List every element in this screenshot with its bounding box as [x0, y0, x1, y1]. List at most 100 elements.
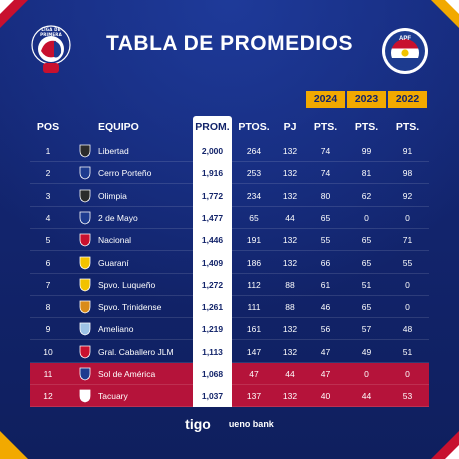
- pts-2022-cell: 0: [405, 212, 410, 223]
- pts-2023-cell: 0: [364, 212, 369, 223]
- row-divider: [30, 339, 429, 341]
- average-cell: 1,068: [193, 363, 232, 385]
- average-cell: 1,772: [201, 190, 224, 201]
- liga-logo: LIGA DE PRIMERA: [30, 23, 72, 81]
- pts-2024-cell: 61: [320, 279, 331, 290]
- table-row: 9 Ameliano 1,219 161 132 56 57 48: [30, 318, 429, 341]
- team-crest-icon: [78, 278, 92, 292]
- year-2022: 2022: [388, 91, 427, 108]
- played-cell: 44: [285, 369, 295, 379]
- table-row: 7 Spvo. Luqueño 1,272 112 88 61 51 0: [30, 274, 429, 296]
- average-column-highlight: [193, 116, 232, 386]
- pts-2022-cell: 91: [402, 146, 413, 156]
- row-divider: [30, 317, 429, 319]
- points-cell: 234: [246, 190, 262, 201]
- team-name: Gral. Caballero JLM: [98, 346, 174, 357]
- row-divider: [30, 161, 429, 162]
- played-cell: 132: [282, 235, 298, 246]
- average-cell: 1,409: [201, 257, 224, 268]
- pts-2022-cell: 98: [402, 168, 413, 179]
- pts-2022-cell: 55: [402, 257, 413, 268]
- corner-decoration-bottom-left: [0, 431, 28, 459]
- team-name: Spvo. Trinidense: [98, 302, 162, 313]
- table-row: 5 Nacional 1,446 191 132 55 65 71: [30, 229, 429, 252]
- corner-decoration-top-right-inner: [445, 0, 459, 14]
- pts-2022-cell: 0: [405, 369, 410, 379]
- team-name: Spvo. Luqueño: [98, 279, 156, 290]
- played-cell: 88: [285, 302, 295, 313]
- header-pts-2023: PTS.: [354, 121, 379, 133]
- team-crest-icon: [78, 233, 92, 247]
- apf-logo-text: APF: [399, 36, 411, 42]
- points-cell: 186: [246, 257, 262, 268]
- pts-2023-cell: 81: [361, 168, 372, 179]
- pts-2024-cell: 65: [320, 212, 331, 223]
- pos-cell: 5: [45, 235, 51, 246]
- pos-cell: 4: [45, 212, 51, 223]
- header-pj: PJ: [283, 121, 297, 133]
- pts-2023-cell: 0: [364, 369, 369, 379]
- played-cell: 132: [282, 168, 298, 179]
- team-crest-icon: [78, 367, 92, 381]
- played-cell: 88: [285, 279, 295, 290]
- team-crest-icon: [78, 211, 92, 225]
- row-divider: [30, 205, 429, 207]
- pts-2024-cell: 46: [320, 302, 331, 313]
- pos-cell: 6: [45, 257, 51, 268]
- sponsor-tigo: tigo: [185, 416, 211, 432]
- pts-2023-cell: 99: [361, 146, 372, 156]
- team-name: Libertad: [98, 146, 129, 156]
- team-crest-icon: [78, 256, 92, 270]
- sponsors-footer: tigo ueno bank: [0, 414, 459, 434]
- liga-logo-text: LIGA DE PRIMERA: [40, 27, 62, 37]
- average-cell: 1,446: [201, 235, 224, 246]
- points-cell: 147: [246, 346, 262, 357]
- table-row: 8 Spvo. Trinidense 1,261 111 88 46 65 0: [30, 296, 429, 319]
- team-name: 2 de Mayo: [98, 212, 138, 223]
- average-cell: 1,477: [201, 212, 224, 223]
- table-row: 11 Sol de América 1,068 47 44 47 0 0: [30, 363, 429, 385]
- average-cell: 1,916: [201, 168, 224, 179]
- played-cell: 44: [285, 212, 295, 223]
- pts-2024-cell: 74: [320, 168, 331, 179]
- points-cell: 65: [249, 212, 259, 223]
- table-row: 12 Tacuary 1,037 137 132 40 44 53: [30, 385, 429, 408]
- points-cell: 137: [246, 391, 262, 402]
- corner-decoration-bottom-right-inner: [445, 445, 459, 459]
- row-divider: [30, 272, 429, 274]
- average-cell: 1,261: [201, 302, 224, 313]
- year-2023: 2023: [347, 91, 386, 108]
- points-cell: 161: [246, 324, 262, 335]
- pts-2022-cell: 0: [405, 302, 410, 313]
- pts-2022-cell: 53: [402, 391, 413, 402]
- team-crest-icon: [78, 300, 92, 314]
- header-pts-2022: PTS.: [395, 121, 420, 133]
- pos-cell: 7: [45, 279, 51, 290]
- team-crest-icon: [78, 189, 92, 203]
- average-cell: 2,000: [201, 146, 224, 156]
- table-row: 2 Cerro Porteño 1,916 253 132 74 81 98: [30, 162, 429, 185]
- points-cell: 253: [246, 168, 262, 179]
- page-title: TABLA DE PROMEDIOS: [105, 32, 353, 55]
- team-crest-icon: [78, 322, 92, 336]
- pts-2023-cell: 62: [361, 190, 372, 201]
- pos-cell: 9: [45, 324, 51, 335]
- pts-2022-cell: 51: [402, 346, 413, 357]
- pts-2022-cell: 0: [405, 279, 410, 290]
- points-cell: 191: [246, 235, 262, 246]
- team-name: Guaraní: [98, 257, 129, 268]
- team-name: Olimpia: [98, 190, 127, 201]
- header-prom: PROM.: [195, 121, 230, 133]
- team-crest-icon: [78, 166, 92, 180]
- played-cell: 132: [282, 391, 298, 402]
- team-crest-icon: [78, 144, 92, 158]
- team-name: Sol de América: [98, 369, 156, 379]
- pts-2023-cell: 44: [361, 391, 372, 402]
- header-team: EQUIPO: [98, 121, 139, 133]
- pts-2024-cell: 74: [320, 146, 331, 156]
- team-name: Cerro Porteño: [98, 168, 152, 179]
- row-divider: [30, 183, 429, 185]
- row-divider: [30, 361, 429, 363]
- season-year-headers: 2024 2023 2022: [306, 91, 427, 108]
- pts-2023-cell: 65: [361, 302, 372, 313]
